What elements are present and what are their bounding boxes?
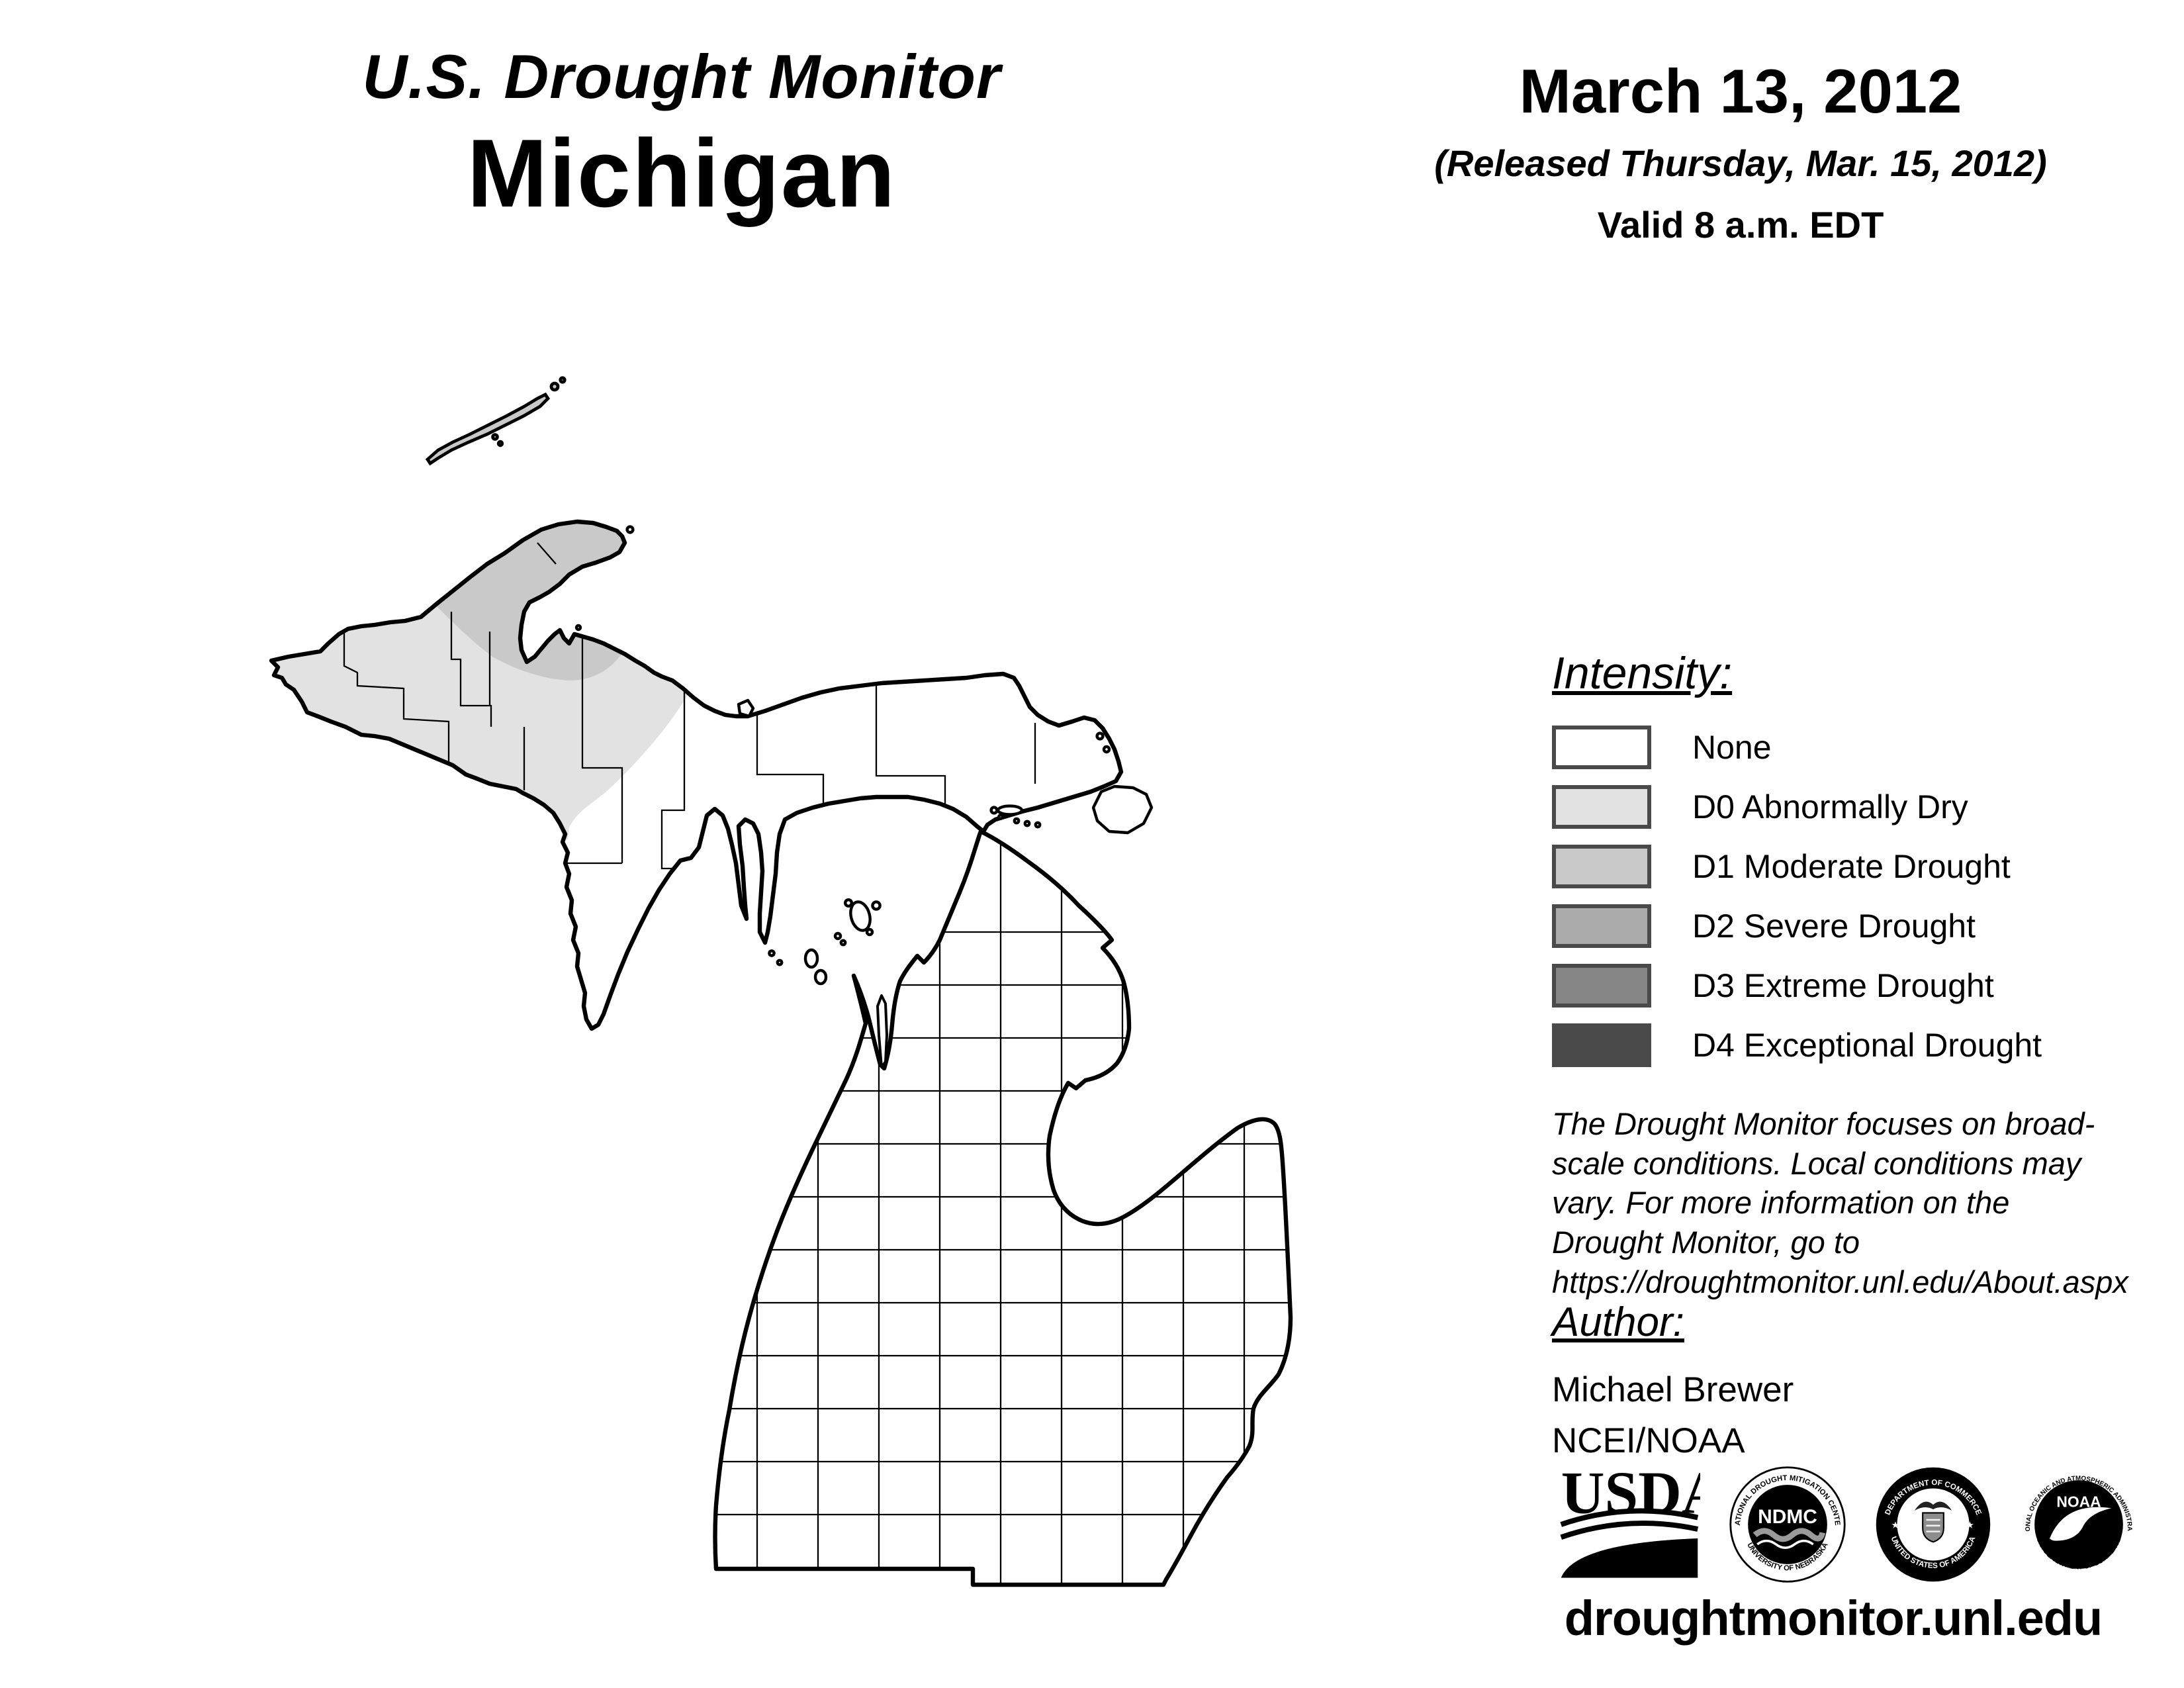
author-name: Michael Brewer: [1552, 1370, 1794, 1409]
state-name: Michigan: [467, 119, 897, 227]
legend-label: D0 Abnormally Dry: [1692, 788, 1968, 825]
legend-row-d3: D3 Extreme Drought: [1552, 964, 2042, 1008]
garden-island: [871, 900, 882, 911]
north-manitou-island: [803, 948, 819, 969]
les-cheneaux-island: [1023, 820, 1031, 827]
high-island: [843, 898, 853, 908]
disclaimer-text: The Drought Monitor focuses on broad-sca…: [1552, 1106, 2128, 1299]
noaa-seagull-icon: [2050, 1507, 2112, 1541]
swatch-d0: [1552, 785, 1651, 829]
map-date: March 13, 2012: [1519, 56, 1962, 126]
legend-label: None: [1692, 729, 1772, 766]
isle-royale: [425, 376, 567, 466]
ndmc-logo: NATIONAL DROUGHT MITIGATION CENTER UNIVE…: [1729, 1466, 1846, 1583]
legend-label: D1 Moderate Drought: [1692, 848, 2011, 885]
legend-row-d1: D1 Moderate Drought: [1552, 845, 2042, 888]
legend-row-d4: D4 Exceptional Drought: [1552, 1023, 2042, 1067]
release-date: (Released Thursday, Mar. 15, 2012): [1434, 142, 2047, 184]
drought-area-d0: [271, 522, 688, 853]
svg-text:★: ★: [1966, 1519, 1974, 1530]
svg-text:★: ★: [1891, 1519, 1900, 1530]
swatch-none: [1552, 726, 1651, 769]
author-org: NCEI/NOAA: [1552, 1421, 1745, 1460]
up-county-lines: [343, 542, 1036, 870]
islands: [574, 525, 1154, 1068]
st-martin-island: [776, 959, 784, 966]
manitou-island-keweenaw: [625, 525, 635, 534]
huron-islands: [574, 624, 582, 632]
legend-label: D4 Exceptional Drought: [1692, 1027, 2042, 1064]
legend-title: Intensity:: [1552, 648, 1733, 698]
bois-blanc-island: [996, 804, 1024, 816]
les-cheneaux-island: [1034, 821, 1042, 829]
department-of-commerce-logo: DEPARTMENT OF COMMERCE UNITED STATES OF …: [1876, 1467, 1991, 1582]
south-fox-island: [839, 939, 847, 947]
hog-island: [865, 927, 874, 937]
st-martin-island: [768, 949, 776, 957]
legend-row-none: None: [1552, 726, 2042, 769]
lower-peninsula: [702, 831, 1310, 1589]
neebish-island: [1102, 745, 1111, 754]
south-manitou-island: [813, 968, 828, 986]
swatch-d4: [1552, 1023, 1651, 1067]
drummond-island: [1091, 784, 1154, 835]
date-block: March 13, 2012 (Released Thursday, Mar. …: [1410, 56, 2071, 246]
round-island: [997, 813, 1004, 820]
doc-eagle-icon: [1914, 1501, 1952, 1511]
old-mission-peninsula: [876, 994, 888, 1068]
doc-shield-icon: [1922, 1512, 1944, 1543]
sugar-island: [1095, 731, 1105, 741]
swatch-d1: [1552, 845, 1651, 888]
legend-row-d2: D2 Severe Drought: [1552, 904, 2042, 948]
ndmc-logo-text: NDMC: [1758, 1506, 1817, 1528]
lower-peninsula-land: [715, 831, 1291, 1585]
mackinac-island: [989, 806, 999, 815]
intensity-legend: Intensity: None D0 Abnormally Dry D1 Mod…: [1552, 647, 2042, 1083]
legend-label: D3 Extreme Drought: [1692, 967, 1994, 1004]
valid-time: Valid 8 a.m. EDT: [1597, 204, 1884, 246]
author-block: Author: Michael Brewer NCEI/NOAA: [1552, 1299, 1794, 1461]
author-title: Author:: [1552, 1299, 1684, 1345]
grand-island: [737, 698, 755, 718]
noaa-logo: NATIONAL OCEANIC AND ATMOSPHERIC ADMINIS…: [2021, 1466, 2136, 1582]
report-title: U.S. Drought Monitor: [362, 42, 1001, 111]
site-url: droughtmonitor.unl.edu: [1564, 1591, 2103, 1646]
les-cheneaux-island: [1013, 817, 1021, 825]
title-block: U.S. Drought Monitor Michigan: [199, 41, 1165, 229]
swatch-d3: [1552, 964, 1651, 1008]
legend-label: D2 Severe Drought: [1692, 908, 1976, 945]
legend-row-d0: D0 Abnormally Dry: [1552, 785, 2042, 829]
swatch-d2: [1552, 904, 1651, 948]
beaver-island: [849, 900, 872, 932]
north-fox-island: [833, 931, 842, 941]
